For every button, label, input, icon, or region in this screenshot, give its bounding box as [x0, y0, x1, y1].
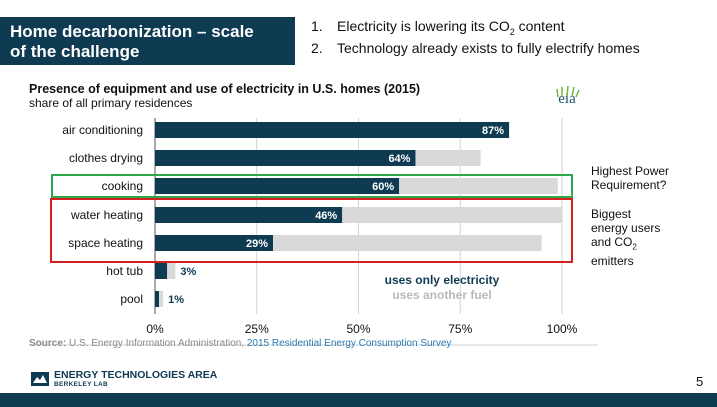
bar-other-fuel [167, 263, 176, 279]
x-tick-label: 0% [146, 322, 164, 336]
key-point-1: 1. Electricity is lowering its CO2 conte… [311, 18, 640, 40]
bar-electric [155, 178, 400, 194]
red-annotation-line1: Biggest [591, 207, 632, 221]
x-tick-label: 75% [448, 322, 472, 336]
chart-bars [155, 122, 562, 307]
eia-logo: eia [552, 84, 582, 107]
eia-sun-icon [556, 85, 580, 98]
red-annotation-line3: and CO2 [591, 235, 637, 252]
category-label: cooking [102, 179, 143, 193]
logo-line1: ENERGY TECHNOLOGIES AREA [54, 369, 218, 381]
slide-title-line1: Home decarbonization – scale [10, 22, 254, 41]
green-annotation-line1: Highest Power [591, 164, 670, 178]
red-annotation: Biggest energy users and CO2 emitters [591, 207, 660, 268]
source-link[interactable]: 2015 Residential Energy Consumption Surv… [246, 338, 452, 349]
bar-other-fuel [159, 291, 164, 307]
bar-electric [155, 235, 274, 251]
key-point-text: Electricity is lowering its CO2 content [337, 18, 565, 37]
legend-electric: uses only electricity [385, 273, 500, 287]
chart-subtitle: share of all primary residences [29, 96, 193, 110]
category-label: air conditioning [62, 123, 143, 137]
green-annotation: Highest Power Requirement? [591, 164, 669, 192]
bar-electric [155, 263, 168, 279]
x-tick-label: 25% [245, 322, 269, 336]
etа-logo: ENERGY TECHNOLOGIES AREA BERKELEY LAB [31, 370, 217, 388]
key-point-number: 2. [311, 39, 323, 56]
data-label: 29% [246, 238, 268, 250]
chart-title: Presence of equipment and use of electri… [29, 82, 421, 96]
bar-other-fuel [399, 178, 558, 194]
x-tick-label: 100% [547, 322, 578, 336]
data-label: 64% [388, 153, 410, 165]
data-label: 46% [315, 210, 337, 222]
category-label: clothes drying [69, 151, 143, 165]
footer-bar [0, 393, 717, 407]
key-points: 1. Electricity is lowering its CO2 conte… [311, 18, 640, 56]
bar-other-fuel [342, 207, 562, 223]
data-label: 60% [372, 181, 394, 193]
key-point-number: 1. [311, 18, 323, 34]
category-label: water heating [70, 208, 143, 222]
key-point-text: Technology already exists to fully elect… [337, 39, 640, 56]
data-label: 1% [168, 294, 184, 306]
green-highlight-box [51, 174, 573, 198]
highlight-boxes [50, 174, 573, 263]
category-label: pool [120, 292, 143, 306]
logo-line2: BERKELEY LAB [54, 381, 109, 388]
page-number: 5 [696, 374, 704, 389]
key-point-2: 2. Technology already exists to fully el… [311, 40, 640, 56]
red-highlight-box [50, 198, 573, 263]
bar-electric [155, 207, 343, 223]
bar-other-fuel [273, 235, 542, 251]
category-label: hot tub [106, 264, 143, 278]
red-annotation-line2: energy users [591, 221, 661, 235]
red-annotation-line4: emitters [591, 254, 634, 269]
berkeley-lab-logo-icon [31, 372, 49, 386]
data-label: 87% [482, 125, 504, 137]
bar-other-fuel [415, 150, 481, 166]
x-tick-label: 50% [346, 322, 370, 336]
bar-electric [155, 122, 510, 138]
slide-title-line2: of the challenge [10, 42, 140, 61]
chart-labels: 0% 25% 50% 75% 100% air conditioning 87% clothe… [62, 123, 577, 336]
legend-other-fuel: uses another fuel [392, 288, 491, 302]
bar-electric [155, 291, 160, 307]
bar-electric [155, 150, 416, 166]
data-label: 3% [180, 266, 196, 278]
slide-title: Home decarbonization – scale of the chal… [0, 17, 295, 65]
category-label: space heating [68, 236, 143, 250]
green-annotation-line2: Requirement? [591, 178, 667, 192]
source-note: Source: U.S. Energy Information Administ… [29, 338, 452, 349]
